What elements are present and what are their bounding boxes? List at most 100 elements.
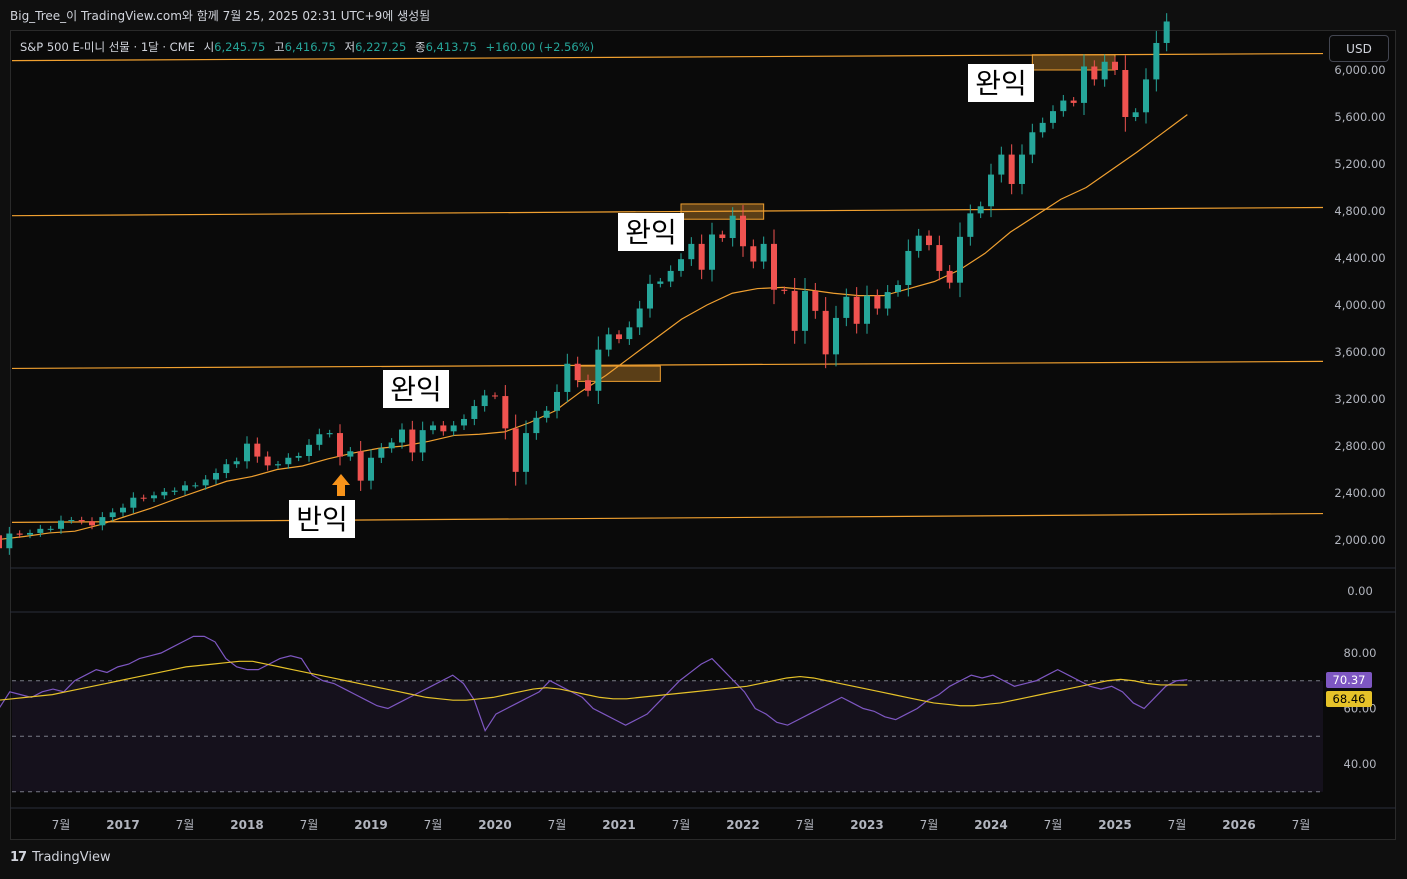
annotation-label: 완익 bbox=[390, 373, 442, 406]
candle-body bbox=[430, 425, 436, 431]
symbol-legend[interactable]: S&P 500 E-미니 선물 · 1달 · CME 시6,245.75 고6,… bbox=[20, 39, 594, 55]
moving-average-polyline bbox=[0, 114, 1188, 540]
candle-body bbox=[595, 349, 602, 391]
candle-body bbox=[27, 532, 33, 535]
candle-body bbox=[523, 433, 529, 472]
chart-frame[interactable] bbox=[10, 30, 1396, 840]
candle-body bbox=[967, 213, 974, 237]
price-tick-label: 3,200.00 bbox=[1334, 392, 1385, 406]
annotation-box bbox=[618, 213, 684, 251]
time-tick-label: 2019 bbox=[354, 818, 387, 832]
candle-body bbox=[357, 451, 364, 481]
annotation-label: 완익 bbox=[625, 216, 677, 249]
candle-body bbox=[626, 327, 633, 340]
candle-body bbox=[1081, 66, 1087, 103]
time-tick-label: 2018 bbox=[230, 818, 263, 832]
candle-body bbox=[719, 234, 726, 239]
rsi-tick-label: 40.00 bbox=[1344, 757, 1377, 771]
top-caption-bar: Big_Tree_이 TradingView.com와 함께 7월 25, 20… bbox=[0, 0, 1407, 30]
candle-body bbox=[388, 442, 395, 449]
profit-zone-box bbox=[577, 365, 661, 382]
candle-body bbox=[399, 429, 405, 443]
level-line bbox=[11, 206, 1324, 217]
candle-body bbox=[16, 533, 23, 535]
time-tick-label: 7월 bbox=[920, 818, 939, 832]
candle-body bbox=[492, 395, 498, 397]
candle-body bbox=[740, 215, 746, 247]
candle-body bbox=[347, 451, 354, 457]
candle-body bbox=[275, 464, 281, 466]
rsi-value-label: 70.37 bbox=[1333, 673, 1366, 687]
candle-body bbox=[946, 270, 953, 283]
candle-body bbox=[306, 444, 312, 456]
candle-body bbox=[812, 290, 819, 311]
candle-body bbox=[1143, 79, 1149, 113]
close-value: 6,413.75 bbox=[425, 40, 477, 54]
candle-body bbox=[729, 215, 736, 239]
price-axis: 2,000.00 2,400.00 2,800.00 3,200.00 3,600.00… bbox=[1334, 63, 1385, 547]
footer-brand[interactable]: 17 TradingView bbox=[10, 850, 111, 865]
currency-button[interactable]: USD bbox=[1329, 35, 1389, 62]
candle-body bbox=[109, 512, 116, 518]
indicator-tick-label: 0.00 bbox=[1347, 584, 1373, 598]
price-tick-label: 4,400.00 bbox=[1334, 251, 1385, 265]
candle-body bbox=[171, 490, 178, 492]
rsi-value-badge bbox=[1326, 672, 1372, 688]
candle-body bbox=[512, 428, 519, 472]
time-tick-label: 2022 bbox=[726, 818, 759, 832]
candle-body bbox=[78, 520, 85, 522]
time-axis: 7월 2017 7월 2018 7월 2019 7월 2020 7월 2021 7월 2022 7월 20… bbox=[52, 818, 1311, 832]
candle-body bbox=[440, 425, 447, 432]
rsi-tick-label: 80.00 bbox=[1344, 646, 1377, 660]
candle-body bbox=[254, 443, 261, 457]
candle-body bbox=[409, 429, 416, 453]
candle-body bbox=[771, 243, 777, 290]
candle-body bbox=[791, 290, 798, 331]
candle-body bbox=[802, 290, 808, 331]
candle-body bbox=[337, 433, 343, 457]
time-tick-label: 7월 bbox=[300, 818, 319, 832]
candle-body bbox=[295, 455, 302, 458]
time-tick-label: 7월 bbox=[52, 818, 71, 832]
high-value: 6,416.75 bbox=[284, 40, 336, 54]
candle-body bbox=[657, 281, 664, 284]
snapshot-caption: Big_Tree_이 TradingView.com와 함께 7월 25, 20… bbox=[10, 9, 431, 23]
time-tick-label: 7월 bbox=[176, 818, 195, 832]
time-tick-label: 7월 bbox=[796, 818, 815, 832]
candle-body bbox=[905, 250, 912, 286]
candle-body bbox=[1163, 21, 1170, 43]
candle-body bbox=[533, 417, 540, 434]
candle-body bbox=[1153, 42, 1160, 80]
candle-body bbox=[895, 285, 901, 293]
candle-body bbox=[936, 245, 943, 271]
candle-body bbox=[864, 295, 870, 324]
candle-body bbox=[1029, 132, 1036, 155]
candle-body bbox=[0, 535, 2, 549]
annotation-label: 반익 bbox=[296, 503, 348, 536]
candle-body bbox=[647, 283, 653, 309]
candle-body bbox=[988, 174, 994, 207]
annotation-label: 완익 bbox=[975, 67, 1027, 100]
time-tick-label: 7월 bbox=[1292, 818, 1311, 832]
brand-name: TradingView bbox=[32, 850, 111, 865]
candle-body bbox=[120, 507, 126, 513]
price-tick-label: 4,000.00 bbox=[1334, 298, 1385, 312]
candle-body bbox=[750, 246, 757, 262]
candle-body bbox=[554, 391, 560, 411]
candle-body bbox=[419, 430, 426, 453]
candle-body bbox=[378, 448, 385, 458]
candle-body bbox=[698, 243, 705, 270]
time-tick-label: 7월 bbox=[424, 818, 443, 832]
candle-body bbox=[130, 497, 137, 508]
price-tick-label: 4,800.00 bbox=[1334, 204, 1385, 218]
candle-body bbox=[316, 434, 323, 445]
time-tick-label: 7월 bbox=[1044, 818, 1063, 832]
rsi-ma-value-badge bbox=[1326, 691, 1372, 707]
price-tick-label: 2,800.00 bbox=[1334, 439, 1385, 453]
candle-body bbox=[213, 473, 219, 480]
profit-zone-box bbox=[680, 203, 765, 220]
rsi-ma-line bbox=[0, 660, 1188, 707]
